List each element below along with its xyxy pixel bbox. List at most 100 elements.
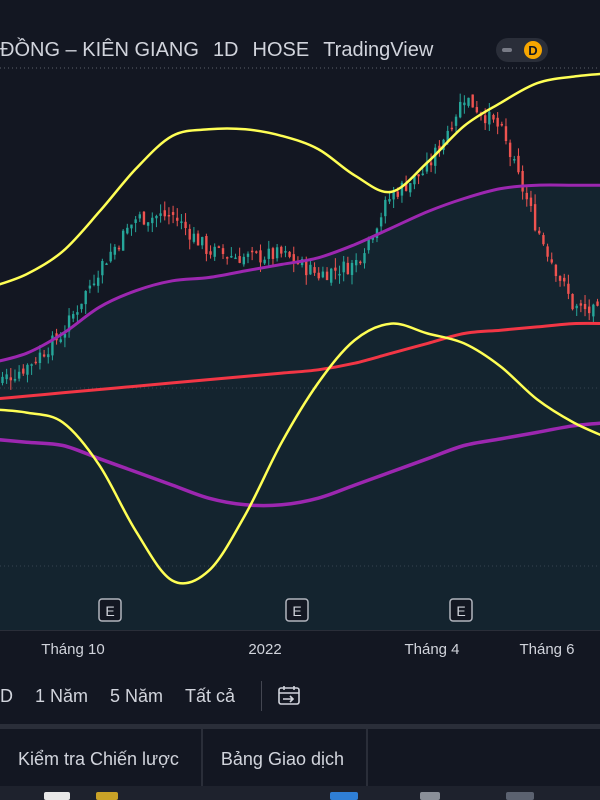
- candle-body: [96, 277, 100, 286]
- earnings-marker-label: E: [292, 603, 301, 619]
- candle-body: [371, 236, 375, 240]
- candle-body: [230, 255, 233, 258]
- candle-body: [587, 306, 591, 314]
- candle-body: [138, 214, 141, 219]
- tab-label: Bảng Giao dịch: [220, 748, 344, 769]
- candle-body: [384, 199, 387, 217]
- candle-body: [250, 250, 254, 253]
- candle-body: [159, 213, 162, 216]
- time-axis[interactable]: Tháng 10 2022 Tháng 4 Tháng 6: [0, 630, 600, 669]
- tab-trading-panel[interactable]: Bảng Giao dịch: [203, 729, 368, 789]
- taskbar-app-icon[interactable]: [330, 792, 358, 800]
- candle-body: [101, 261, 104, 276]
- series-line-bollinger-middle: [0, 183, 600, 363]
- candle-body: [242, 256, 246, 265]
- candle-body: [5, 374, 8, 380]
- status-dot-icon: [502, 48, 512, 52]
- x-tick-label: Tháng 4: [404, 641, 460, 658]
- provider-label: TradingView: [323, 38, 434, 61]
- candle-body: [579, 303, 583, 306]
- candle-body: [221, 248, 225, 254]
- candle-body: [292, 254, 295, 263]
- candle-body: [30, 364, 33, 366]
- candle-body: [330, 268, 333, 283]
- candle-body: [184, 221, 187, 229]
- candle-body: [359, 261, 362, 264]
- x-tick-label: Tháng 10: [41, 641, 105, 658]
- candle-body: [234, 257, 237, 260]
- go-to-date-icon[interactable]: [276, 685, 302, 707]
- candle-body: [417, 174, 420, 177]
- candle-body: [413, 174, 416, 185]
- candle-body: [47, 354, 50, 358]
- candle-body: [467, 97, 470, 106]
- candle-body: [134, 219, 137, 223]
- candle-body: [192, 233, 196, 242]
- interval-label[interactable]: 1D: [212, 38, 239, 61]
- candle-body: [313, 267, 316, 273]
- chart-header: ĐỒNG – KIÊN GIANG 1D HOSE TradingView: [0, 36, 447, 64]
- toolbar-divider: [261, 681, 263, 711]
- exchange-label: HOSE: [252, 38, 310, 61]
- candle-body: [142, 211, 146, 225]
- taskbar-app-icon[interactable]: [420, 792, 440, 800]
- candle-body: [121, 230, 125, 251]
- candle-body: [9, 377, 13, 381]
- candle-body: [13, 378, 17, 381]
- candle-body: [388, 199, 391, 202]
- candle-body: [563, 277, 566, 282]
- candle-body: [201, 237, 204, 246]
- candle-body: [471, 94, 474, 108]
- candle-body: [130, 224, 133, 229]
- range-button-5y[interactable]: 5 Năm: [110, 685, 164, 706]
- candle-body: [38, 352, 42, 364]
- tab-label: Kiểm tra Chiến lược: [18, 748, 179, 769]
- earnings-marker: [285, 598, 309, 622]
- candle-body: [22, 368, 25, 374]
- candle-body: [205, 236, 208, 254]
- x-tick-label: 2022: [248, 641, 282, 658]
- candle-body: [521, 170, 524, 192]
- candle-body: [305, 260, 308, 276]
- candle-body: [434, 147, 437, 166]
- candle-body: [513, 159, 516, 161]
- taskbar-app-icon[interactable]: [96, 792, 118, 800]
- candle-body: [542, 235, 545, 245]
- candle-body: [446, 130, 449, 143]
- delayed-badge: D: [524, 41, 542, 59]
- series-line-bollinger-lower: [0, 322, 600, 585]
- candle-body: [483, 115, 487, 124]
- candle-body: [113, 246, 117, 255]
- candle-body: [409, 183, 412, 193]
- candle-body: [367, 237, 370, 251]
- candle-body: [500, 123, 504, 126]
- candle-body: [151, 217, 154, 224]
- candle-body: [146, 222, 150, 226]
- range-button-d[interactable]: D: [0, 685, 13, 706]
- candle-body: [525, 192, 528, 200]
- candle-body: [567, 283, 570, 294]
- candle-body: [575, 305, 578, 309]
- candle-body: [51, 335, 54, 356]
- tab-strategy-tester[interactable]: Kiểm tra Chiến lược: [0, 729, 203, 789]
- earnings-marker-label: E: [456, 603, 465, 619]
- range-button-1y[interactable]: 1 Năm: [35, 685, 89, 706]
- candle-body: [317, 272, 320, 279]
- candle-body: [109, 251, 112, 262]
- candle-body: [504, 126, 508, 142]
- data-status-badge[interactable]: D: [496, 38, 548, 62]
- taskbar-app-icon[interactable]: [44, 792, 70, 800]
- range-toolbar: D 1 Năm 5 Năm Tất cả: [0, 668, 600, 724]
- taskbar-app-icon[interactable]: [506, 792, 534, 800]
- candle-body: [196, 233, 200, 246]
- os-taskbar: [0, 786, 600, 800]
- candle-body: [596, 301, 599, 306]
- candle-body: [571, 293, 574, 310]
- candle-body: [126, 227, 129, 234]
- candle-body: [267, 248, 270, 259]
- candle-body: [450, 127, 454, 130]
- range-button-all[interactable]: Tất cả: [185, 685, 236, 706]
- candle-body: [546, 246, 549, 257]
